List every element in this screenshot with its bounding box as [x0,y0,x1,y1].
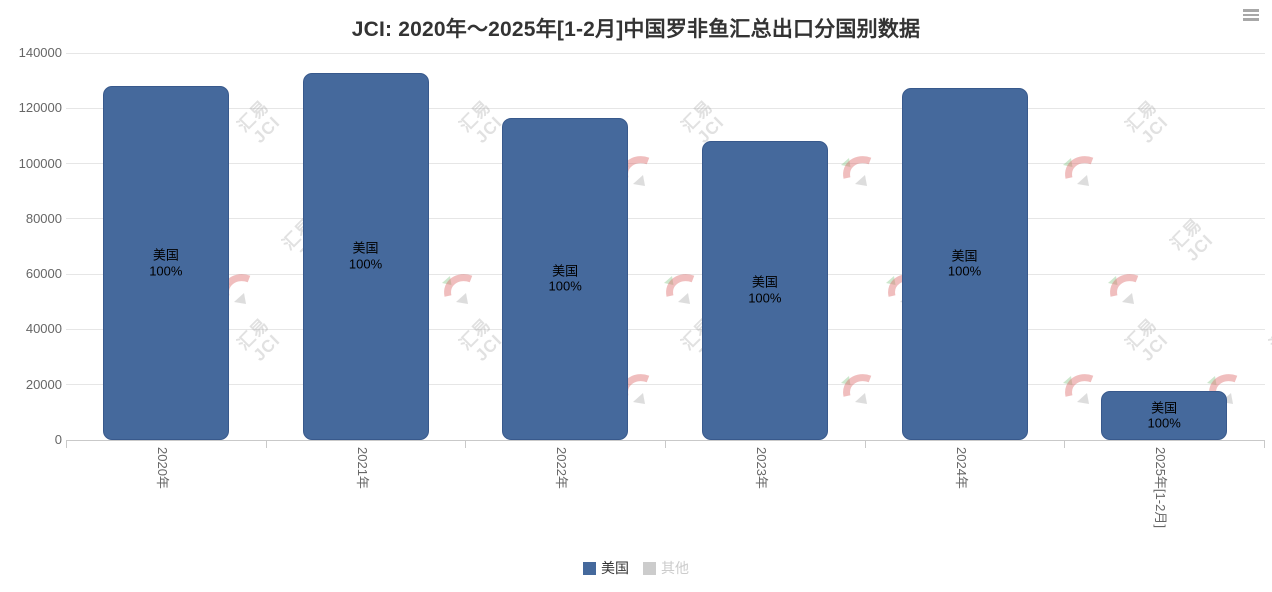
bar-label-series: 美国 [352,240,379,256]
gridline [66,328,1265,330]
gridline [66,384,1265,386]
y-tick-label: 100000 [18,155,62,171]
gridline [66,273,1265,275]
bar-label-percent: 100% [748,290,782,306]
bar-label-percent: 100% [548,278,582,294]
y-tick-label: 0 [54,432,62,447]
bar-2024年[interactable] [901,87,1028,440]
bar-2022年[interactable] [502,117,629,440]
legend-label: 美国 [601,560,629,576]
x-tick-mark [864,441,866,448]
bar-label: 美国 100% [349,241,382,272]
legend-item-其他[interactable]: 其他 [643,558,689,578]
bar-label: 美国 100% [1148,400,1181,431]
chart-title: JCI: 2020年～2025年[1-2月]中国罗非鱼汇总出口分国别数据 [351,18,921,41]
gridline [66,218,1265,220]
gridline [66,163,1265,165]
x-tick-mark [1064,441,1066,448]
legend-swatch [583,561,596,575]
x-tick-mark [465,441,467,448]
bar-label-percent: 100% [348,256,383,272]
x-tick-mark [1264,441,1265,448]
y-tick-label: 140000 [18,45,62,60]
bar-label-series: 美国 [951,248,978,264]
hamburger-icon [1243,9,1259,12]
legend-swatch [643,561,656,575]
x-tick-mark [265,441,267,448]
export-menu-button[interactable] [1243,9,1259,23]
y-tick-label: 20000 [25,376,62,392]
x-tick-mark [665,441,666,448]
bar-2025年[1-2月][interactable] [1101,391,1228,440]
bar-label-percent: 100% [1147,415,1181,431]
gridline [66,52,1265,54]
gridline [66,107,1265,109]
bar-label-series: 美国 [552,263,579,279]
legend: 美国 其他 [0,558,1272,578]
y-tick-label: 120000 [18,100,62,116]
legend-item-美国[interactable]: 美国 [583,558,629,578]
bar-label: 美国 100% [948,248,981,279]
bar-2020年[interactable] [102,86,229,440]
legend-label: 其他 [661,560,689,576]
y-tick-label: 80000 [25,210,62,226]
bar-label-percent: 100% [947,263,982,279]
x-axis-line [66,440,1265,441]
x-tick-mark [66,441,67,448]
bar-label: 美国 100% [549,263,582,294]
bar-label-percent: 100% [149,263,183,279]
hamburger-icon [1243,18,1259,21]
y-tick-label: 60000 [25,266,62,282]
bar-label-series: 美国 [152,247,179,263]
bar-label: 美国 100% [149,248,182,279]
bar-2021年[interactable] [302,72,429,440]
hamburger-icon [1243,13,1259,17]
y-tick-label: 40000 [25,321,62,337]
bar-label-series: 美国 [751,274,778,290]
bar-label-series: 美国 [1151,400,1178,416]
bar-2023年[interactable] [701,140,828,440]
bar-label: 美国 100% [748,275,781,306]
